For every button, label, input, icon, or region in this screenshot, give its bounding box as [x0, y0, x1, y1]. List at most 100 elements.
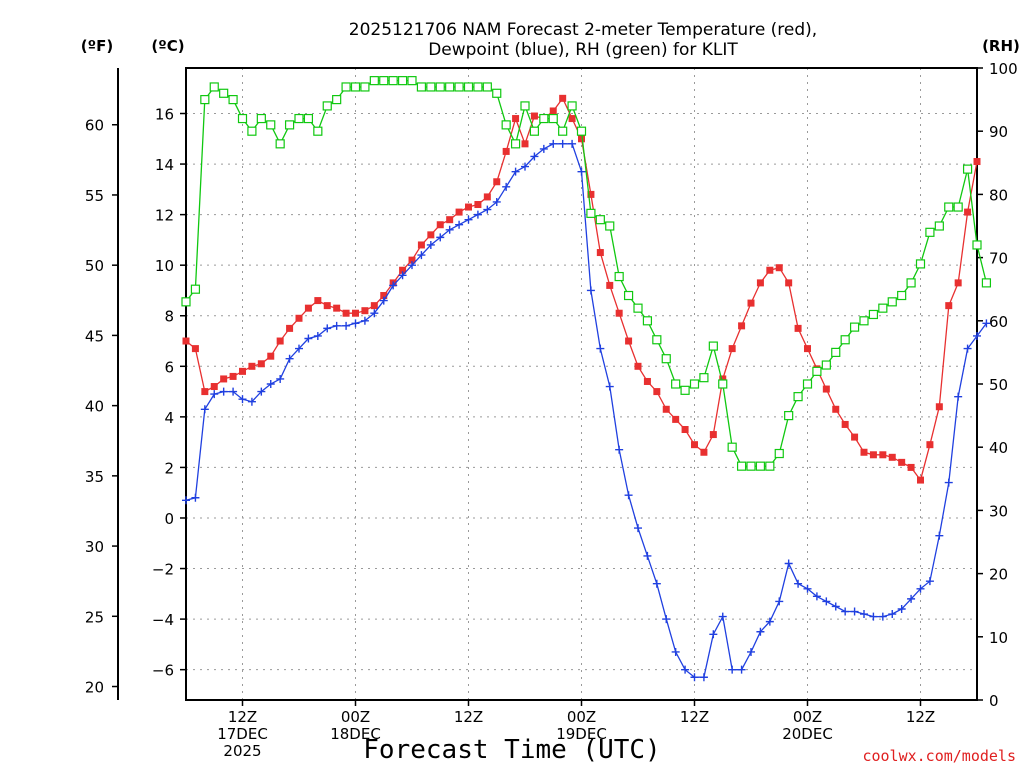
tick-label-c: 2 [164, 459, 174, 477]
rh-point [595, 215, 605, 225]
rh-point [953, 202, 963, 212]
temperature-point [408, 256, 416, 264]
dewpoint-point [558, 139, 567, 148]
rh-point [228, 94, 238, 105]
dewpoint-point [756, 627, 765, 636]
dewpoint-point [502, 182, 511, 191]
rh-point [699, 373, 709, 383]
rh-point [332, 94, 342, 105]
tick-label-rh: 60 [989, 313, 1008, 331]
tick-label-rh: 100 [989, 60, 1018, 78]
rh-point [379, 76, 389, 86]
dewpoint-point [869, 612, 878, 621]
tick-label-c: 14 [155, 156, 174, 174]
rh-point [765, 461, 775, 471]
tick-label-c: 4 [164, 409, 174, 427]
rh-point [887, 297, 897, 307]
dewpoint-point [539, 144, 548, 153]
rh-point [529, 126, 540, 136]
dewpoint-point [718, 612, 727, 621]
rh-point [878, 303, 888, 313]
dewpoint-point [737, 665, 746, 674]
temperature-point [474, 201, 482, 209]
rh-axis-unit: (RH) [982, 37, 1020, 55]
temperature-point [276, 337, 284, 345]
temperature-point [578, 135, 585, 143]
celsius-axis: −6 −4 −2 0 2 4 6 8 10 12 14 16 [152, 106, 186, 680]
rh-point [294, 113, 304, 124]
temperature-point [869, 451, 877, 459]
temperature-point [691, 441, 698, 449]
temperature-point [681, 426, 689, 434]
dewpoint-point [200, 405, 209, 414]
rh-point [548, 113, 558, 124]
dewpoint-point [963, 344, 972, 353]
rh-point [369, 76, 379, 86]
tick-label-time: 00Z [793, 708, 822, 726]
temperature-point [926, 441, 934, 449]
rh-point [642, 316, 653, 326]
temperature-point [342, 309, 350, 317]
rh-point [341, 82, 351, 92]
rh-point [671, 379, 681, 389]
series-dewpoint [182, 139, 991, 682]
dewpoint-point [925, 577, 934, 586]
temperature-point [615, 309, 623, 317]
temperature-point [417, 241, 425, 249]
dewpoint-point [794, 579, 803, 588]
temperature-point [436, 221, 444, 229]
rh-point [821, 360, 831, 370]
dewpoint-point [784, 559, 793, 568]
dewpoint-point [860, 610, 868, 619]
tick-label-c: 16 [155, 106, 174, 124]
dewpoint-point [483, 205, 492, 214]
temperature-point [596, 249, 604, 257]
rh-point [284, 120, 295, 130]
dewpoint-point [605, 382, 614, 391]
tick-label-time: 12Z [228, 708, 257, 726]
tick-label-f: 30 [85, 538, 104, 556]
temperature-point [973, 158, 981, 166]
dewpoint-point [850, 607, 859, 616]
temperature-point [756, 279, 764, 287]
tick-label-f: 55 [85, 187, 104, 205]
temperature-point [286, 324, 294, 332]
rh-point [586, 208, 596, 218]
dewpoint-point [492, 197, 501, 206]
rh-point [303, 113, 314, 124]
rh-point [614, 271, 624, 282]
rh-point [473, 82, 483, 92]
rh-point [558, 126, 568, 136]
rh-point [652, 335, 662, 345]
rh-point [397, 76, 408, 86]
tick-label-time: 00Z [341, 708, 370, 726]
temperature-point [220, 375, 228, 383]
rh-point [576, 126, 587, 136]
temperature-point [888, 453, 896, 461]
tick-label-rh: 90 [989, 123, 1008, 141]
temperature-point [502, 147, 510, 155]
temperature-point [455, 208, 463, 216]
rh-point [859, 316, 869, 326]
dewpoint-point [586, 286, 595, 295]
rh-point [237, 113, 248, 124]
temperature-point [907, 463, 915, 471]
rh-point [981, 278, 992, 288]
temperature-point [747, 299, 755, 307]
dewpoint-point [426, 240, 435, 249]
rh-point [435, 82, 445, 92]
dewpoint-point [841, 607, 850, 616]
temperature-point [521, 140, 529, 148]
series-line-rh [185, 79, 988, 467]
dewpoint-point [634, 524, 642, 533]
rh-point [623, 290, 634, 301]
temperature-point [738, 322, 746, 330]
fahrenheit-axis: 20 25 30 35 40 45 50 55 60 [85, 117, 118, 697]
rh-point [190, 284, 201, 294]
temperature-point [257, 360, 265, 368]
temperature-point [267, 352, 275, 360]
dewpoint-point [417, 251, 426, 260]
dewpoint-point [982, 319, 991, 328]
tick-label-time: 19DEC [556, 725, 607, 743]
dewpoint-point [464, 215, 473, 224]
